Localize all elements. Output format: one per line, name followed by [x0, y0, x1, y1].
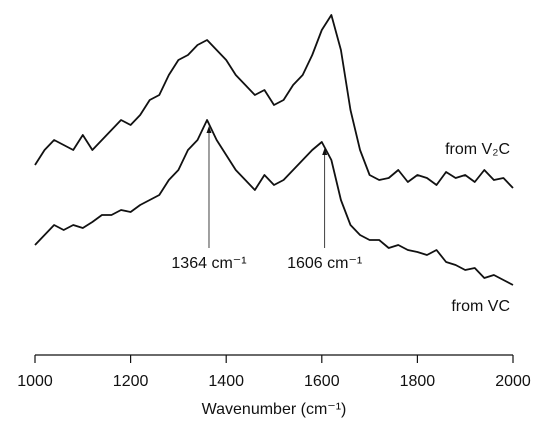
x-tick-label: 1600	[304, 373, 340, 390]
x-tick-label: 1200	[113, 373, 149, 390]
annotation: 1606 cm⁻¹	[287, 255, 362, 272]
x-tick-label: 2000	[495, 373, 531, 390]
line	[34, 119, 514, 286]
x-tick-label: 1800	[400, 373, 436, 390]
annotation-arrowhead	[322, 148, 328, 155]
x-axis-label: Wavenumber (cm⁻¹)	[202, 401, 347, 418]
x-tick-label: 1400	[208, 373, 244, 390]
annotation-arrowhead	[206, 126, 212, 133]
line	[34, 14, 514, 189]
series-label: from VC	[451, 298, 510, 315]
annotation: 1364 cm⁻¹	[171, 255, 246, 272]
series-label: from V₂C	[445, 141, 510, 158]
x-tick-label: 1000	[17, 373, 53, 390]
